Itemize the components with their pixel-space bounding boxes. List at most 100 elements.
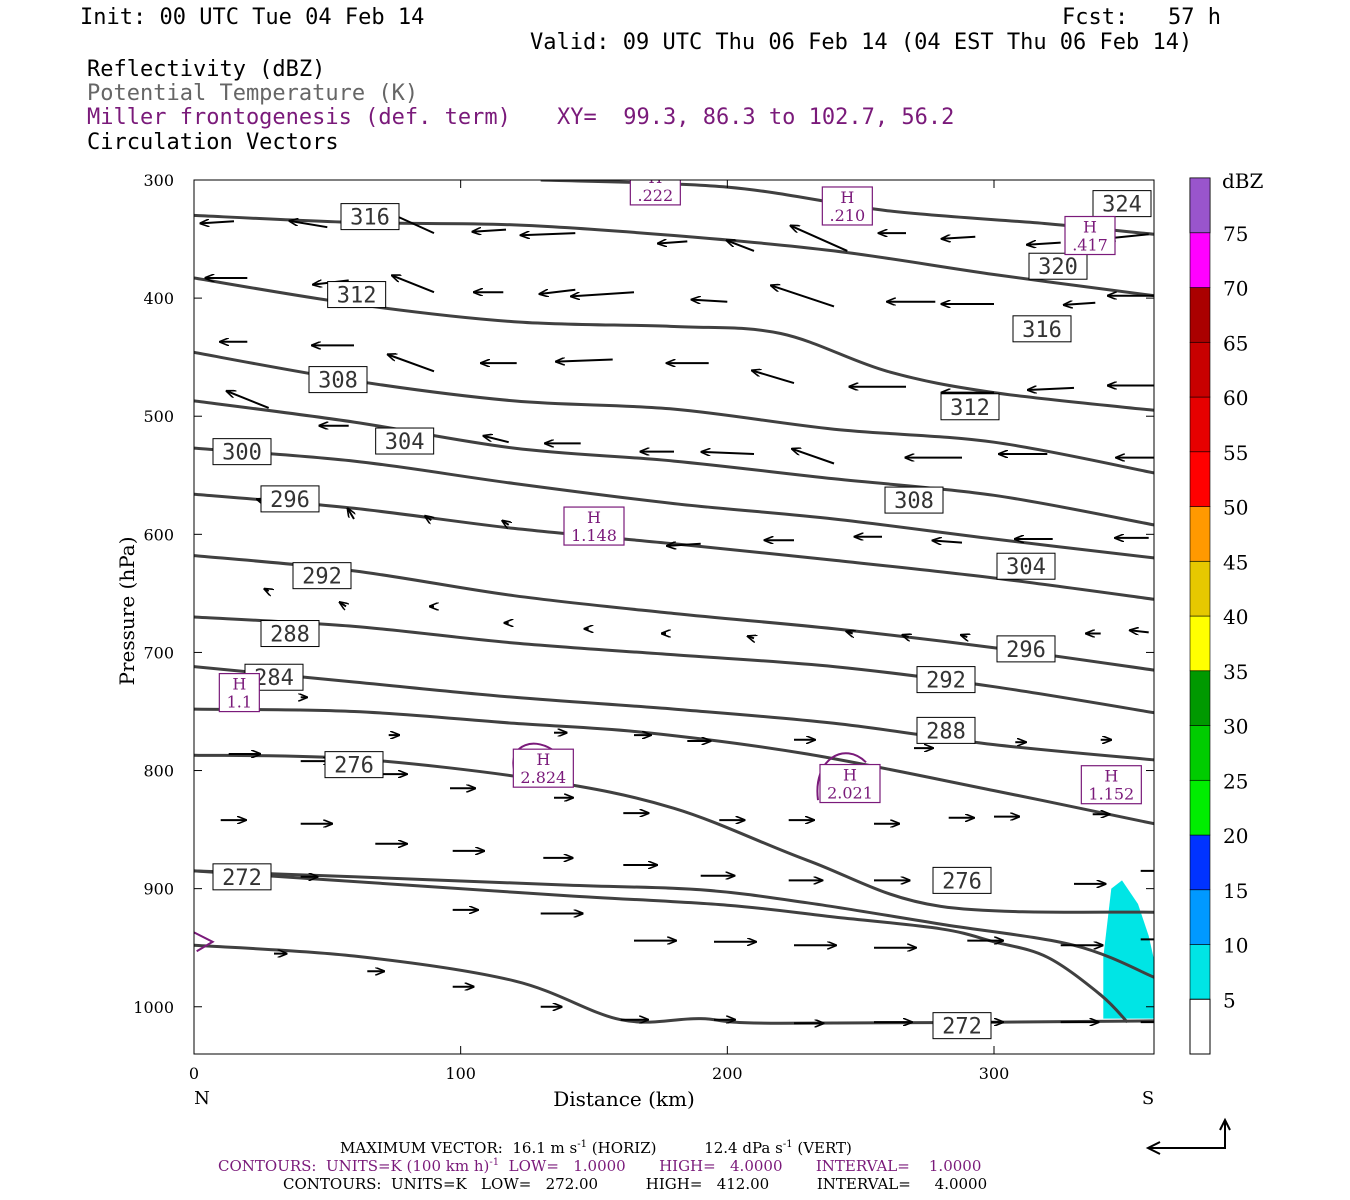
theta-label: 284 bbox=[254, 666, 294, 691]
colorbar-title: dBZ bbox=[1222, 169, 1264, 193]
colorbar-bottom-bin bbox=[1189, 998, 1211, 1055]
colorbar-bin bbox=[1189, 177, 1211, 234]
theta-label: 276 bbox=[334, 754, 374, 779]
colorbar-bin bbox=[1189, 889, 1211, 945]
colorbar-tick-label: 65 bbox=[1223, 331, 1248, 355]
circulation-vector bbox=[846, 631, 852, 633]
theta-contour-272-0 bbox=[194, 943, 1154, 1025]
fronto-high-box bbox=[563, 506, 625, 546]
y-tick-label: 700 bbox=[143, 643, 174, 662]
theta-label-box bbox=[212, 438, 272, 466]
fronto-high-box bbox=[512, 748, 574, 788]
theta-label-box bbox=[1028, 252, 1088, 280]
fronto-high-value: 2.021 bbox=[827, 784, 873, 803]
fronto-high-value: 1.148 bbox=[571, 526, 617, 545]
fronto-high-label: H bbox=[648, 168, 662, 187]
circulation-vector bbox=[265, 589, 269, 591]
fronto-high-label: H bbox=[840, 188, 854, 207]
colorbar-tick-label: 10 bbox=[1223, 934, 1248, 958]
theta-label-box bbox=[884, 486, 944, 514]
fronto-high-value: 2.824 bbox=[520, 768, 566, 787]
field-reflectivity: Reflectivity (dBZ) bbox=[87, 57, 326, 82]
theta-label: 320 bbox=[1038, 255, 1078, 280]
fronto-high-box bbox=[819, 763, 881, 804]
theta-label-box bbox=[932, 1012, 992, 1040]
theta-label-box bbox=[916, 716, 976, 744]
colorbar-bin bbox=[1189, 232, 1211, 288]
fronto-high-value: 1.152 bbox=[1088, 785, 1134, 804]
max-vector-horiz-tail: (HORIZ) bbox=[591, 1139, 657, 1157]
circulation-vector bbox=[727, 240, 755, 252]
theta-contour-296-7 bbox=[194, 554, 1154, 672]
theta-label-box bbox=[1092, 190, 1152, 218]
theta-label: 296 bbox=[1006, 638, 1046, 663]
theta-label-box bbox=[340, 203, 400, 231]
max-vector-vert: 12.4 dPa s bbox=[704, 1139, 783, 1157]
theta-label: 312 bbox=[950, 396, 990, 421]
theta-label: 272 bbox=[942, 1015, 982, 1040]
field-frontogenesis: Miller frontogenesis (def. term) bbox=[87, 105, 511, 130]
y-axis-label: Pressure (hPa) bbox=[115, 537, 139, 686]
circulation-vector bbox=[1064, 303, 1096, 305]
fronto-high-box bbox=[1064, 215, 1116, 256]
max-vector-vert-tail: (VERT) bbox=[797, 1139, 852, 1157]
forecast-hour: Fcst: 57 h bbox=[1062, 5, 1221, 30]
colorbar-tick-label: 15 bbox=[1223, 879, 1248, 903]
fronto-high-value: 1.1 bbox=[227, 693, 252, 712]
fronto-contour-b bbox=[816, 752, 867, 801]
theta-label-box bbox=[327, 281, 387, 309]
colorbar-tick-label: 75 bbox=[1223, 222, 1248, 246]
circulation-vector bbox=[227, 391, 270, 409]
colorbar-bin bbox=[1189, 670, 1211, 726]
theta-label: 300 bbox=[222, 441, 262, 466]
fronto-high-box bbox=[629, 180, 681, 206]
circulation-vector bbox=[792, 449, 835, 465]
circulation-vector bbox=[1028, 388, 1075, 390]
y-tick-label: 900 bbox=[143, 880, 174, 899]
valid-time: Valid: 09 UTC Thu 06 Feb 14 (04 EST Thu … bbox=[530, 30, 1193, 55]
circulation-vector bbox=[556, 360, 613, 362]
circulation-vector bbox=[472, 230, 507, 232]
x-tick-label: 300 bbox=[979, 1064, 1010, 1083]
field-vectors: Circulation Vectors bbox=[87, 130, 339, 155]
plot-area: 316 312 308 304 300 296 292 288 284 276 272 324 320 3… bbox=[194, 168, 1154, 1040]
x-tick-label: 200 bbox=[712, 1064, 743, 1083]
y-tick-label: 600 bbox=[143, 525, 174, 544]
max-vector-label: MAXIMUM VECTOR: bbox=[340, 1139, 503, 1157]
theta-label: 308 bbox=[318, 369, 358, 394]
fronto-high-box bbox=[821, 186, 873, 226]
theta-label-box bbox=[375, 427, 435, 455]
contours-theta-text: CONTOURS: UNITS=K LOW= 272.00 HIGH= 412.… bbox=[283, 1175, 988, 1193]
theta-label-box bbox=[1012, 315, 1072, 343]
theta-contour-288-5 bbox=[194, 665, 1154, 762]
fronto-contour-c bbox=[194, 931, 215, 953]
fronto-high-value: .222 bbox=[638, 186, 674, 205]
colorbar-tick-label: 50 bbox=[1223, 496, 1248, 520]
colorbar-bin bbox=[1189, 615, 1211, 672]
circulation-vector bbox=[388, 355, 435, 373]
theta-contour-292-6 bbox=[194, 615, 1154, 715]
cross-section-xy: XY= 99.3, 86.3 to 102.7, 56.2 bbox=[557, 105, 955, 130]
theta-label-box bbox=[324, 751, 384, 779]
colorbar-tick-label: 20 bbox=[1223, 824, 1248, 848]
y-tick-label: 1000 bbox=[133, 998, 174, 1017]
theta-label: 288 bbox=[270, 623, 310, 648]
colorbar-bin bbox=[1189, 341, 1211, 398]
theta-label: 304 bbox=[1006, 555, 1046, 580]
theta-label: 304 bbox=[385, 430, 425, 455]
theta-label-box bbox=[916, 666, 976, 694]
colorbar-tick-label: 55 bbox=[1223, 441, 1248, 465]
theta-label: 292 bbox=[302, 565, 342, 590]
max-vector-horiz: 16.1 m s bbox=[512, 1139, 578, 1157]
colorbar-tick-label: 40 bbox=[1223, 605, 1248, 629]
circulation-vector bbox=[484, 436, 509, 444]
reference-vector-head-h bbox=[1145, 1141, 1161, 1155]
circulation-vector bbox=[692, 300, 728, 302]
fronto-high-label: H bbox=[232, 675, 246, 694]
circulation-vector bbox=[771, 285, 835, 308]
field-theta: Potential Temperature (K) bbox=[87, 81, 419, 106]
circulation-vector bbox=[933, 541, 963, 543]
theta-contour-276-1 bbox=[194, 869, 1129, 1024]
colorbar-bin bbox=[1189, 834, 1211, 891]
